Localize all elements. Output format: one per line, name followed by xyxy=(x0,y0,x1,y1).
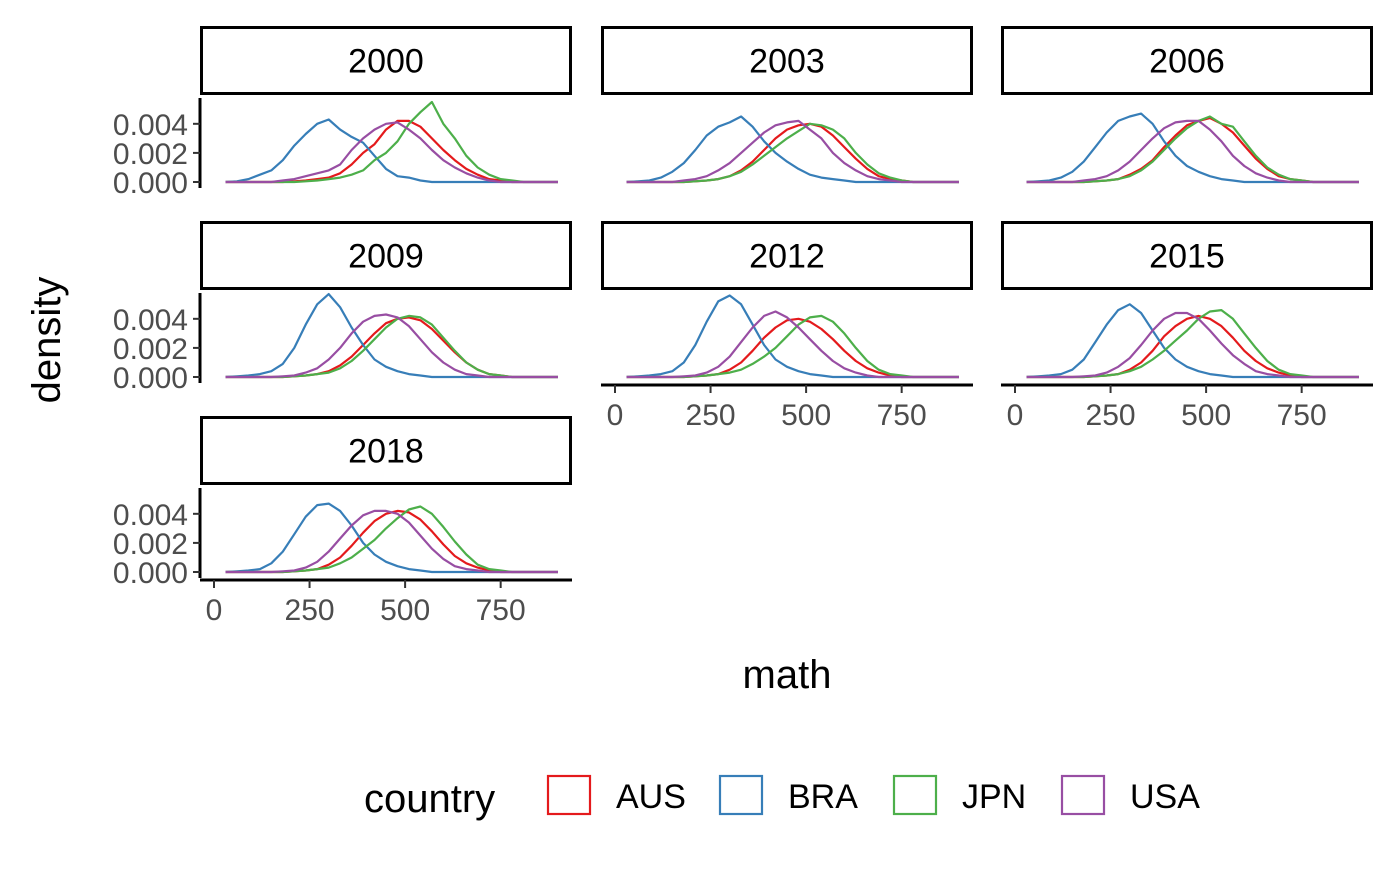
facet-strip-label: 2015 xyxy=(1149,238,1225,276)
facet-strip-label: 2000 xyxy=(348,43,424,81)
x-tick-label: 0 xyxy=(206,594,223,627)
facet-strip xyxy=(1001,221,1373,290)
legend-label-aus: AUS xyxy=(616,778,686,816)
x-tick-label: 750 xyxy=(1277,399,1327,432)
facet-strip-label: 2009 xyxy=(348,238,424,276)
facet-strip xyxy=(200,221,572,290)
facet-strip-label: 2018 xyxy=(348,433,424,471)
facet-strip-label: 2006 xyxy=(1149,43,1225,81)
y-tick-label: 0.004 xyxy=(113,499,188,532)
density-line-aus xyxy=(1026,116,1359,184)
x-tick-label: 0 xyxy=(607,399,624,432)
panel-2012: 2012 0 250 500 750 xyxy=(601,221,973,432)
density-line-usa xyxy=(1026,311,1359,379)
facet-strip-label: 2003 xyxy=(749,43,825,81)
x-tick-label: 500 xyxy=(781,399,831,432)
x-tick-label: 750 xyxy=(877,399,927,432)
legend-key-usa xyxy=(1060,774,1106,816)
y-tick-label: 0.002 xyxy=(113,528,188,561)
y-tick-label: 0.000 xyxy=(113,557,188,590)
density-line-usa xyxy=(1026,119,1359,184)
density-line-bra xyxy=(225,502,558,574)
legend-label-bra: BRA xyxy=(788,778,858,816)
panel-2015: 2015 0 250 500 750 xyxy=(1001,221,1373,432)
legend: country AUS BRA JPN USA xyxy=(364,774,1200,821)
legend-label-jpn: JPN xyxy=(962,778,1026,816)
legend-key-aus xyxy=(546,774,592,816)
density-line-jpn xyxy=(626,122,959,184)
x-tick-label: 250 xyxy=(1086,399,1136,432)
density-line-usa xyxy=(225,121,558,184)
y-tick-label: 0.004 xyxy=(113,304,188,337)
density-line-bra xyxy=(225,118,558,184)
y-tick-label: 0.004 xyxy=(113,109,188,142)
density-line-jpn xyxy=(1026,115,1359,184)
facet-strip xyxy=(601,221,973,290)
x-tick-label: 250 xyxy=(686,399,736,432)
density-line-usa xyxy=(626,119,959,184)
legend-title: country xyxy=(364,777,495,821)
density-line-jpn xyxy=(225,100,558,184)
density-line-usa xyxy=(626,310,959,379)
legend-key-bra xyxy=(718,774,764,816)
x-tick-label: 250 xyxy=(285,594,335,627)
x-axis-title: math xyxy=(743,653,832,697)
density-line-usa xyxy=(225,313,558,379)
density-line-bra xyxy=(225,293,558,379)
facet-strip xyxy=(200,416,572,485)
facet-strip xyxy=(601,26,973,95)
y-tick-label: 0.002 xyxy=(113,138,188,171)
y-axis-title: density xyxy=(25,277,69,404)
facet-strip xyxy=(1001,26,1373,95)
x-tick-label: 500 xyxy=(1181,399,1231,432)
y-tick-label: 0.002 xyxy=(113,333,188,366)
panel-2003: 2003 xyxy=(601,26,973,184)
x-tick-label: 750 xyxy=(476,594,526,627)
y-tick-label: 0.000 xyxy=(113,167,188,200)
legend-key-jpn xyxy=(892,774,938,816)
legend-label-usa: USA xyxy=(1130,778,1200,816)
y-tick-label: 0.000 xyxy=(113,362,188,395)
density-line-jpn xyxy=(225,505,558,574)
density-line-usa xyxy=(225,509,558,574)
density-line-aus xyxy=(626,122,959,184)
facet-strip xyxy=(200,26,572,95)
density-line-bra xyxy=(626,294,959,379)
panel-2006: 2006 xyxy=(1001,26,1373,184)
facet-strip-label: 2012 xyxy=(749,238,825,276)
x-tick-label: 0 xyxy=(1007,399,1024,432)
x-tick-label: 500 xyxy=(380,594,430,627)
